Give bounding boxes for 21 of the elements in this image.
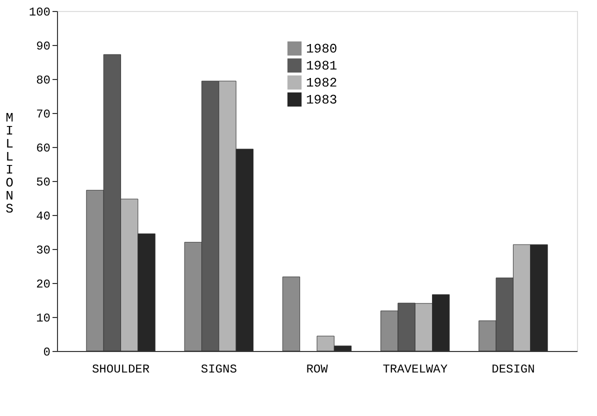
legend-label: 1983 [306,92,338,108]
x-tick-label: TRAVELWAY [382,362,448,376]
x-tick-label: SHOULDER [92,362,150,376]
y-tick-label: 10 [36,312,50,326]
legend-label: 1980 [306,42,338,56]
legend-label: 1981 [306,58,338,74]
y-tick-label: 30 [36,244,50,258]
y-tick-label: 100 [28,6,50,20]
x-tick-label: ROW [306,362,329,376]
y-tick-label: 80 [36,74,50,88]
x-tick-label: DESIGN [492,362,535,376]
y-tick-label: 20 [36,278,50,292]
y-tick-label: 40 [36,210,50,224]
legend-label: 1982 [306,76,338,90]
y-tick-label: 70 [36,108,50,122]
y-tick-label: 60 [36,142,50,156]
y-axis-title: MILLIONS [6,110,14,216]
y-tick-label: 50 [36,176,50,190]
y-tick-label: 90 [36,40,50,54]
y-tick-label: 0 [43,346,50,360]
x-tick-label: SIGNS [200,362,237,376]
